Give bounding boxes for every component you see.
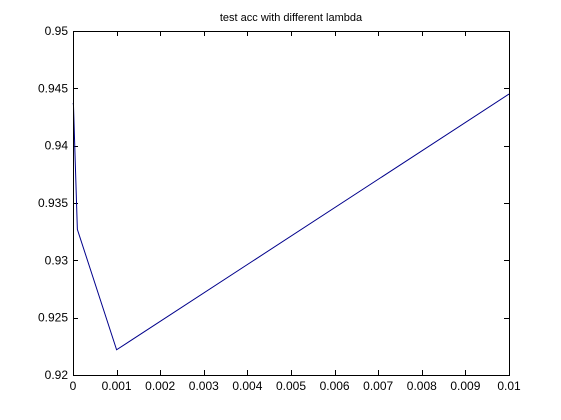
- y-tick-label: 0.95: [45, 24, 69, 38]
- y-tick-label: 0.945: [38, 81, 68, 95]
- x-tick-label: 0.005: [276, 379, 306, 393]
- chart-title: test acc with different lambda: [220, 12, 363, 24]
- plot-area-frame: [73, 31, 510, 376]
- x-tick-label: 0.006: [320, 379, 350, 393]
- y-tick-label: 0.92: [45, 368, 69, 382]
- x-tick-label: 0.002: [145, 379, 175, 393]
- y-axis-ticks: 0.92 0.925 0.93 0.935 0.94 0.945 0.95: [38, 24, 509, 382]
- y-tick-label: 0.935: [38, 196, 68, 210]
- y-tick-label: 0.925: [38, 311, 68, 325]
- x-tick-label: 0.001: [102, 379, 132, 393]
- series-line: [72, 93, 510, 351]
- y-tick-label: 0.93: [45, 253, 69, 267]
- x-tick-label: 0.01: [497, 379, 521, 393]
- x-tick-label: 0: [70, 379, 77, 393]
- x-axis-ticks: 0 0.001 0.002 0.003 0.004 0.005 0.006 0.007 0.00…: [70, 31, 521, 393]
- x-tick-label: 0.009: [450, 379, 480, 393]
- x-tick-label: 0.008: [407, 379, 437, 393]
- y-tick-label: 0.94: [45, 139, 69, 153]
- x-tick-label: 0.007: [363, 379, 393, 393]
- series-layer: [72, 93, 510, 351]
- x-tick-label: 0.003: [189, 379, 219, 393]
- x-tick-label: 0.004: [232, 379, 262, 393]
